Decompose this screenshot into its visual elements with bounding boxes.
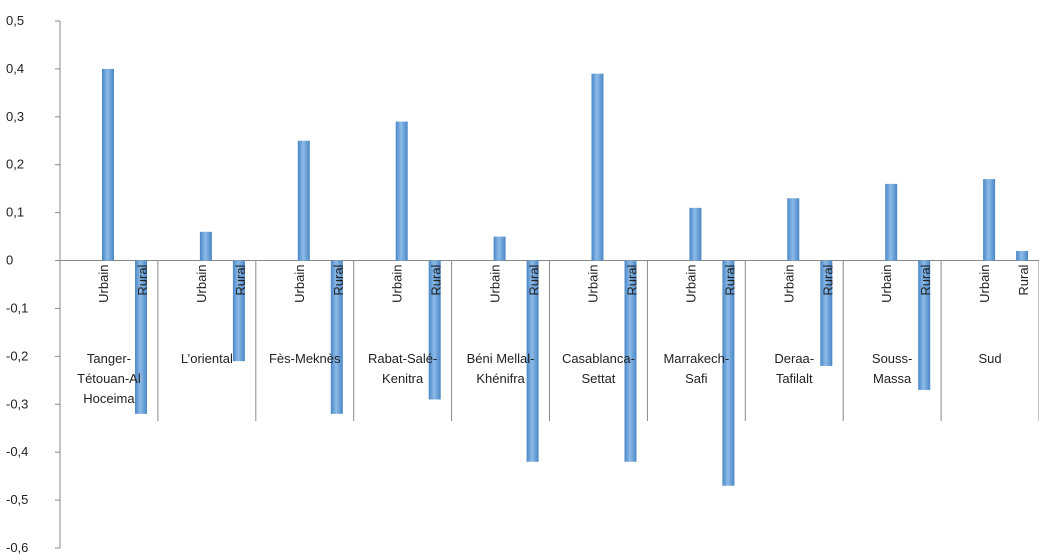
region-label: Kenitra <box>382 371 424 386</box>
y-axis: 0,5 0,4 0,3 0,2 0,1 0 -0,1 -0,2 -0,3 -0,4 -0,5 -0,6 <box>6 13 61 555</box>
bar-urbain <box>983 179 996 261</box>
sub-category-label: Rural <box>820 264 835 295</box>
y-tick-label: -0,2 <box>6 348 28 363</box>
region-label: L’oriental <box>181 351 233 366</box>
sub-category-label: Urbain <box>781 265 796 303</box>
region-label: Tanger- <box>87 351 131 366</box>
bar-rural <box>722 260 735 486</box>
sub-category-label: Rural <box>722 264 737 295</box>
bar-urbain <box>591 73 604 261</box>
sub-category-label: Urbain <box>683 265 698 303</box>
sub-category-label: Urbain <box>194 265 209 303</box>
sub-category-label: Urbain <box>390 265 405 303</box>
bar-rural <box>624 260 637 462</box>
region-label: Rabat-Salé- <box>368 351 437 366</box>
y-tick-label: 0,4 <box>6 61 24 76</box>
bars <box>102 68 1029 486</box>
y-tick-label: -0,6 <box>6 540 28 555</box>
y-tick-label: 0,5 <box>6 13 24 28</box>
region-label: Hoceima <box>83 391 135 406</box>
bar-rural <box>1016 250 1029 261</box>
region-label: Fès-Meknès <box>269 351 341 366</box>
bar-urbain <box>787 198 800 261</box>
y-tick-label: 0,2 <box>6 157 24 172</box>
sub-category-label: Urbain <box>96 265 111 303</box>
x-axis <box>59 260 1039 421</box>
region-labels: Tanger- Tétouan-Al Hoceima L’oriental Fès-Me… <box>77 351 1001 406</box>
region-label: Massa <box>873 371 912 386</box>
sub-category-label: Rural <box>233 264 248 295</box>
sub-category-label: Rural <box>331 264 346 295</box>
region-label: Khénifra <box>476 371 525 386</box>
sub-category-label: Urbain <box>488 265 503 303</box>
bar-urbain <box>395 121 408 261</box>
y-tick-label: -0,3 <box>6 396 28 411</box>
bar-rural <box>918 260 931 390</box>
region-label: Sud <box>978 351 1001 366</box>
sub-category-label: Urbain <box>586 265 601 303</box>
sub-category-label: Urbain <box>977 265 992 303</box>
bar-rural <box>232 260 245 362</box>
region-label: Tétouan-Al <box>77 371 141 386</box>
y-tick-label: 0 <box>6 253 13 268</box>
sub-category-label: Rural <box>429 264 444 295</box>
bar-rural <box>526 260 539 462</box>
sub-category-label: Rural <box>135 264 150 295</box>
y-tick-label: -0,4 <box>6 444 28 459</box>
sub-category-label: Rural <box>1016 264 1031 295</box>
bar-rural <box>428 260 441 400</box>
region-label: Tafilalt <box>776 371 813 386</box>
region-label: Settat <box>581 371 615 386</box>
y-tick-label: 0,3 <box>6 109 24 124</box>
sub-category-label: Urbain <box>292 265 307 303</box>
bar-urbain <box>199 231 212 261</box>
sub-category-label: Rural <box>625 264 640 295</box>
region-label: Béni Mellal- <box>467 351 535 366</box>
sub-category-label: Urbain <box>879 265 894 303</box>
bar-urbain <box>493 236 506 261</box>
bar-rural <box>330 260 343 414</box>
bar-rural <box>820 260 833 366</box>
bar-urbain <box>689 207 702 261</box>
bar-urbain <box>885 183 898 261</box>
y-tick-label: -0,5 <box>6 492 28 507</box>
region-label: Casablanca- <box>562 351 635 366</box>
region-label: Souss- <box>872 351 912 366</box>
bar-rural <box>135 260 147 414</box>
y-tick-label: 0,1 <box>6 205 24 220</box>
region-label: Marrakech- <box>663 351 729 366</box>
bar-urbain <box>297 140 310 261</box>
region-label: Safi <box>685 371 708 386</box>
sub-category-labels: Urbain Rural Urbain Rural Urbain Rural Urbain R… <box>96 264 1031 302</box>
sub-category-label: Rural <box>527 264 542 295</box>
region-label: Deraa- <box>774 351 814 366</box>
y-tick-label: -0,1 <box>6 300 28 315</box>
sub-category-label: Rural <box>918 264 933 295</box>
bar-urbain <box>102 68 114 261</box>
